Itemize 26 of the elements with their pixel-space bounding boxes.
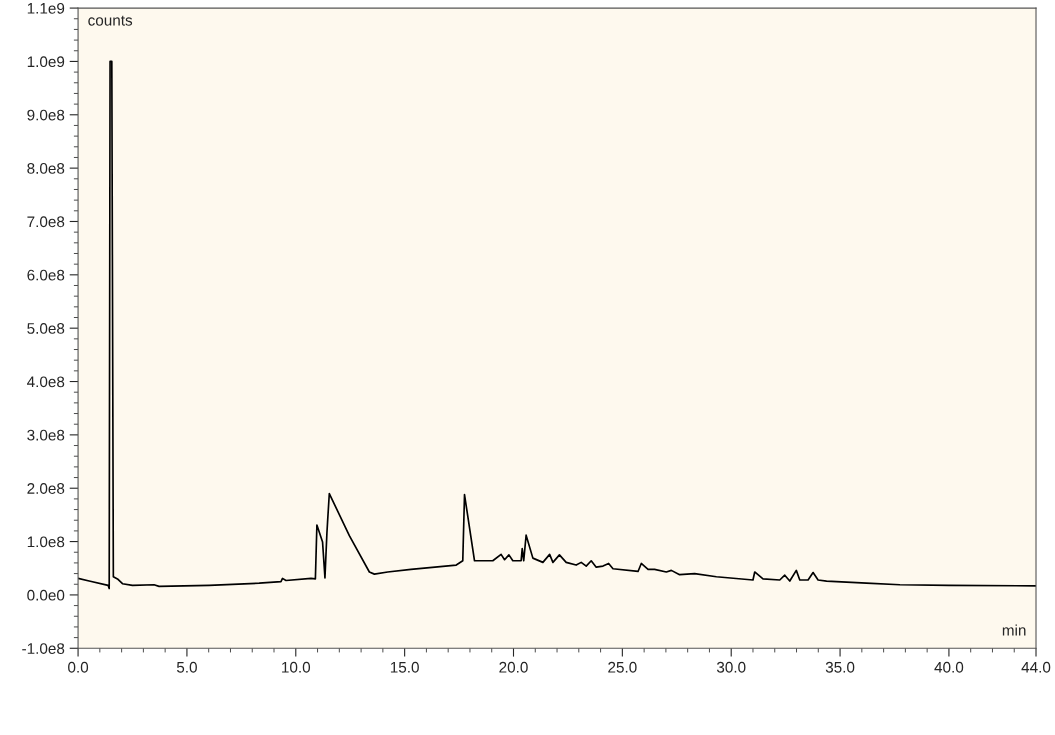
y-tick-label: 7.0e8: [27, 216, 65, 228]
x-axis-title: min: [1002, 624, 1026, 636]
y-tick-label: 1.0e9: [27, 56, 65, 68]
x-tick-label: 40.0: [934, 661, 964, 673]
y-tick-label: 4.0e8: [27, 376, 65, 388]
x-tick-label: 20.0: [499, 661, 528, 673]
y-tick-label: 8.0e8: [27, 163, 65, 174]
y-tick-label: 0.0e0: [27, 589, 65, 601]
x-tick-label: 15.0: [390, 661, 419, 673]
y-tick-label: 5.0e8: [27, 323, 65, 334]
y-tick-label: -1.0e8: [22, 643, 65, 654]
y-axis-title: counts: [88, 15, 133, 26]
x-tick-label: 35.0: [825, 661, 855, 673]
x-tick-label: 5.0: [176, 661, 197, 673]
y-tick-label: 1.1e9: [27, 2, 65, 14]
x-tick-label: 0.0: [68, 661, 89, 673]
x-tick-label: 30.0: [716, 661, 746, 673]
y-tick-label: 2.0e8: [27, 483, 65, 494]
y-tick-label: 6.0e8: [27, 269, 65, 281]
y-tick-label: 1.0e8: [27, 536, 65, 548]
y-tick-label: 3.0e8: [27, 429, 65, 441]
x-tick-label: 25.0: [608, 661, 637, 673]
x-tick-label: 10.0: [282, 661, 311, 673]
y-tick-label: 9.0e8: [27, 109, 65, 121]
line-series: [78, 60, 1037, 590]
x-tick-label: 44.0: [1021, 661, 1051, 673]
